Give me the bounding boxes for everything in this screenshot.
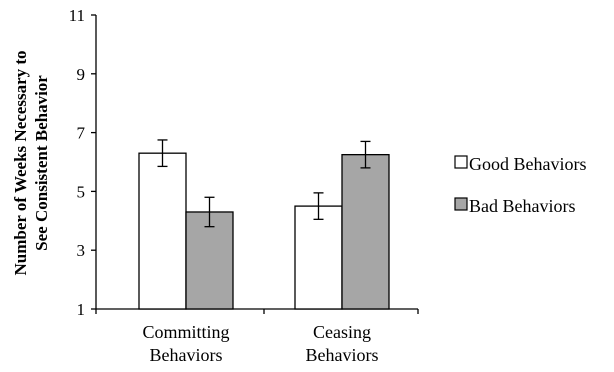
bar-good-behaviors [294,205,343,310]
bar-good-behaviors [138,152,187,310]
legend-swatch-bad-behaviors [454,197,468,211]
y-tick-label: 7 [77,124,86,143]
y-tick-label: 1 [77,300,86,319]
y-axis-title-line-1: Number of Weeks Necessary to [11,50,30,275]
bar-bad-behaviors [341,153,390,310]
y-axis-title: Number of Weeks Necessary to See Consist… [11,50,51,275]
legend-label: Bad Behaviors [469,196,575,216]
x-category-label: Behaviors [150,345,223,365]
y-tick-label: 11 [69,6,85,25]
x-category-label: Ceasing [313,322,371,342]
y-tick-label: 3 [77,241,86,260]
x-category-label: Behaviors [306,345,379,365]
legend-swatch-good-behaviors [454,155,468,169]
y-tick-label: 5 [77,182,86,201]
legend-label: Good Behaviors [469,154,586,174]
bar-bad-behaviors [185,211,234,310]
y-axis-title-line-2: See Consistent Behavior [32,75,51,251]
plot-area: 1 3 5 7 9 11 Committing Behaviors Ceasing Behavio… [69,6,419,365]
x-category-label: Committing [142,322,229,342]
legend: Good Behaviors Bad Behaviors [454,154,586,216]
y-tick-label: 9 [77,65,86,84]
